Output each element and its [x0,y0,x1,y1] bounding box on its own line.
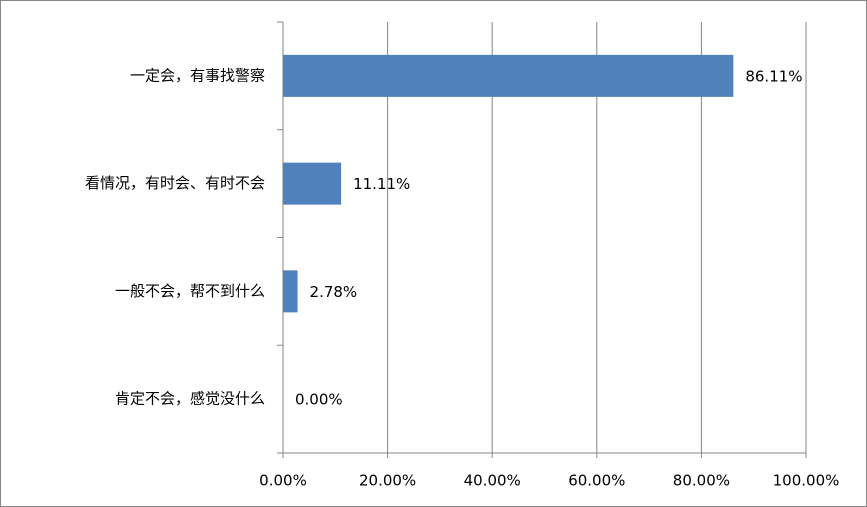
value-label: 11.11% [353,175,410,193]
x-tick-label: 60.00% [568,472,625,490]
y-tick-label: 一定会，有事找警察 [130,66,265,84]
x-tick-label: 40.00% [464,472,521,490]
y-tick-label: 看情况，有时会、有时不会 [85,174,265,192]
x-tick-label: 100.00% [773,472,840,490]
x-tick-label: 80.00% [673,472,730,490]
bar [283,162,342,205]
value-label: 86.11% [745,67,802,85]
y-tick-label: 一般不会，帮不到什么 [115,282,265,300]
bar [283,270,298,313]
bar [283,54,734,97]
y-tick-label: 肯定不会，感觉没什么 [115,390,265,408]
x-tick-label: 20.00% [359,472,416,490]
value-label: 2.78% [310,283,358,301]
value-label: 0.00% [295,391,343,409]
x-tick-label: 0.00% [259,472,307,490]
